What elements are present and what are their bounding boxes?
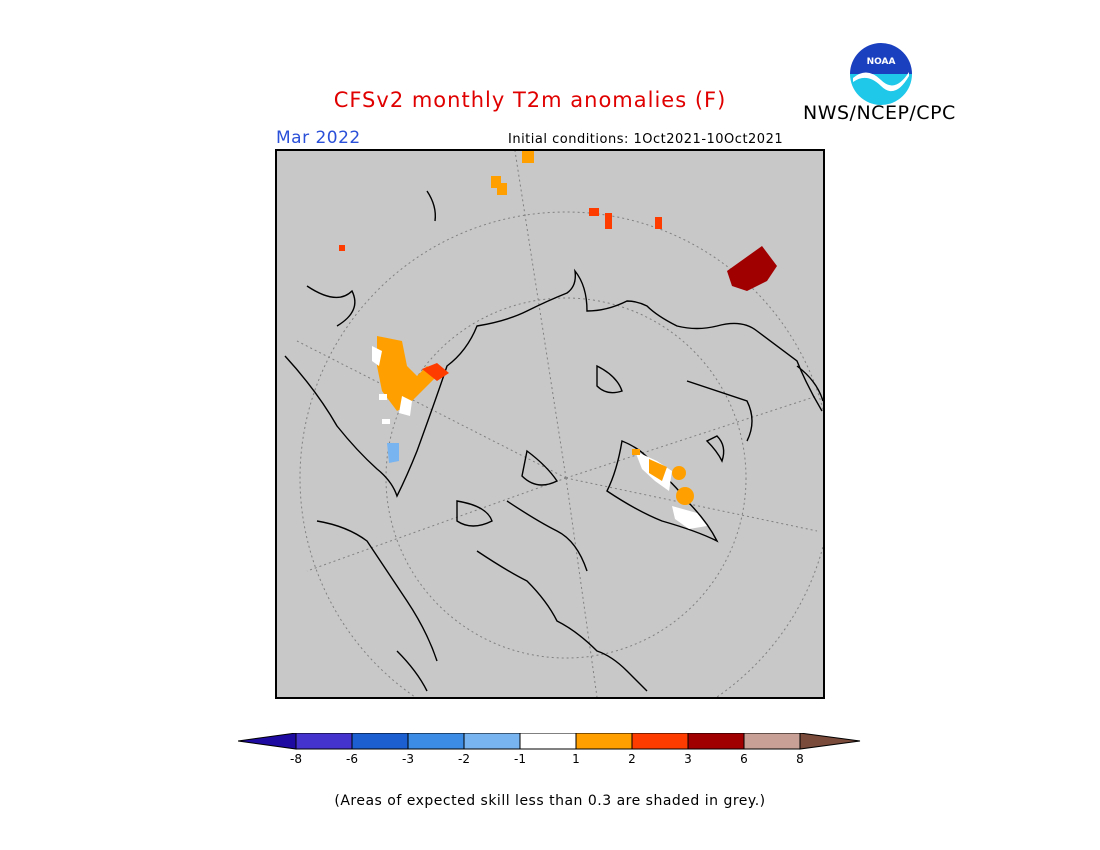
polar-map [275,149,825,699]
anomaly-patch [379,394,387,400]
anomaly-patch [672,466,686,480]
colorbar-segment [351,732,409,750]
anomaly-patch [649,459,667,481]
colorbar-tick: 8 [796,752,804,766]
colorbar-tick: -2 [458,752,470,766]
anomaly-shading [339,151,777,529]
colorbar-segment [295,732,353,750]
anomaly-patch [339,245,345,251]
meridian-line [565,477,598,697]
colorbar-tick: 2 [628,752,636,766]
anomaly-patch [672,506,707,529]
noaa-logo: NOAA [849,42,913,106]
graticule [296,151,823,697]
forecast-month: Mar 2022 [276,128,361,148]
colorbar-segment [519,732,577,750]
anomaly-patch [676,487,694,505]
colorbar-tick: -3 [402,752,414,766]
coastlines [284,190,823,692]
colorbar [237,732,862,773]
colorbar-tick: -1 [514,752,526,766]
colorbar-segment [407,732,465,750]
colorbar-tick: 1 [572,752,580,766]
anomaly-patch [399,396,412,416]
colorbar-tick: 3 [684,752,692,766]
anomaly-patch [387,443,399,463]
latitude-circle-outer [299,211,823,697]
anomaly-patch [727,246,777,291]
colorbar-segment [687,732,745,750]
noaa-logo-text: NOAA [867,57,896,67]
colorbar-segment [463,732,521,750]
agency-label: NWS/NCEP/CPC [803,102,956,124]
meridian-line [565,395,818,479]
anomaly-patch [422,363,449,381]
anomaly-patch [372,346,382,366]
anomaly-patch [522,151,534,163]
anomaly-patch [377,336,437,411]
colorbar-arrow-low [237,732,297,750]
anomaly-patch [382,419,390,424]
colorbar-segment [631,732,689,750]
anomaly-patch [497,183,507,195]
page-title: CFSv2 monthly T2m anomalies (F) [333,88,727,112]
anomaly-patch [605,213,612,229]
anomaly-patch [632,449,640,455]
colorbar-tick: -8 [290,752,302,766]
skill-note: (Areas of expected skill less than 0.3 a… [334,793,766,809]
colorbar-segment [575,732,633,750]
meridian-line [514,151,567,479]
colorbar-segment [743,732,801,750]
colorbar-tick: -6 [346,752,358,766]
anomaly-patch [491,176,501,188]
colorbar-arrow-high [799,732,861,750]
anomaly-patch [655,217,662,229]
initial-conditions: Initial conditions: 1Oct2021-10Oct2021 [508,132,784,147]
colorbar-tick: 6 [740,752,748,766]
anomaly-patch [589,208,599,216]
meridian-line [306,477,567,572]
